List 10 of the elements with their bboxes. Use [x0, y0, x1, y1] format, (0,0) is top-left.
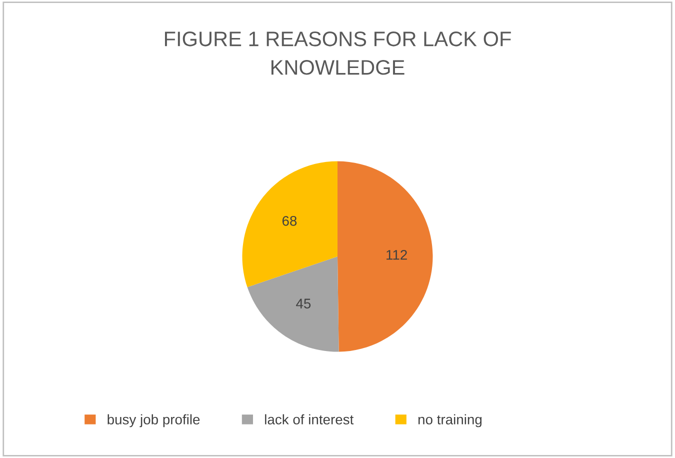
legend-label: lack of interest — [265, 414, 354, 424]
data-label: 112 — [386, 250, 407, 260]
data-label: 68 — [282, 216, 297, 226]
pie-slice — [242, 161, 338, 288]
chart-title: FIGURE 1 REASONS FOR LACK OF KNOWLEDGE — [164, 32, 511, 75]
legend-label: no training — [418, 414, 482, 428]
pie-slice — [247, 256, 339, 352]
data-label: 45 — [296, 298, 311, 308]
legend-label: busy job profile — [108, 414, 200, 428]
pie-slice — [338, 161, 433, 352]
